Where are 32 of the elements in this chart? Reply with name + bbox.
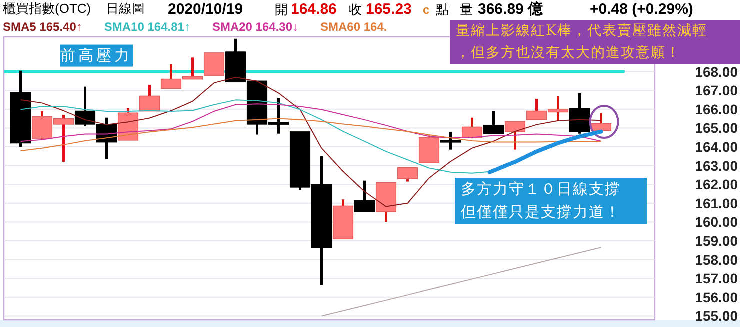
chart-title: 櫃買指數(OTC) (3, 1, 92, 16)
text: 收 (349, 2, 362, 17)
y-tick-label: 167.00 (695, 82, 738, 99)
y-tick-label: 168.00 (695, 64, 738, 80)
y-tick-label: 162.00 (695, 176, 738, 193)
note: 多方力守１０日線支撐但僅僅只是支撐力道！ (455, 178, 647, 224)
y-tick-label: 165.00 (695, 120, 738, 136)
y-tick-label: 163.00 (695, 158, 738, 174)
legend: SMA5 165.40↑ SMA10 164.81↑ SMA20 164.30↓ SMA60 164. (3, 20, 388, 34)
y-tick-label: 159.00 (695, 233, 738, 250)
y-tick-label: 164.00 (695, 139, 738, 156)
y-tick-label: 160.00 (695, 214, 738, 230)
ref-label: 前高壓力 (60, 44, 133, 67)
text: 165.23 (366, 1, 412, 18)
annotation: 多方力守１０日線支撐但僅僅只是支撐力道！ (461, 180, 621, 221)
y-tick-label: 156.00 (695, 289, 738, 306)
text: 開 (275, 2, 288, 17)
y-tick-label: 157.00 (695, 270, 738, 287)
text: 點 (435, 2, 449, 17)
text: 164.86 (291, 1, 337, 18)
chart-subtitle: 日線圖 (106, 1, 145, 16)
text: 量 (460, 2, 473, 17)
y-tick-label: 158.00 (695, 252, 738, 268)
text: 2020/10/19 (168, 1, 244, 18)
text: +0.48 (+0.29%) (590, 1, 694, 18)
annotation: 量縮上影線紅K棒，代表賣壓雖然減輕，但多方也沒有太大的進攻意願！ (456, 23, 708, 61)
text: c (423, 3, 430, 17)
note: 量縮上影線紅K棒，代表賣壓雖然減輕，但多方也沒有太大的進攻意願！ (450, 20, 740, 64)
text: 366.89 億 (478, 1, 544, 18)
y-tick-label: 166.00 (695, 101, 738, 118)
y-tick-label: 161.00 (695, 195, 738, 212)
y-tick-label: 155.00 (695, 308, 738, 324)
